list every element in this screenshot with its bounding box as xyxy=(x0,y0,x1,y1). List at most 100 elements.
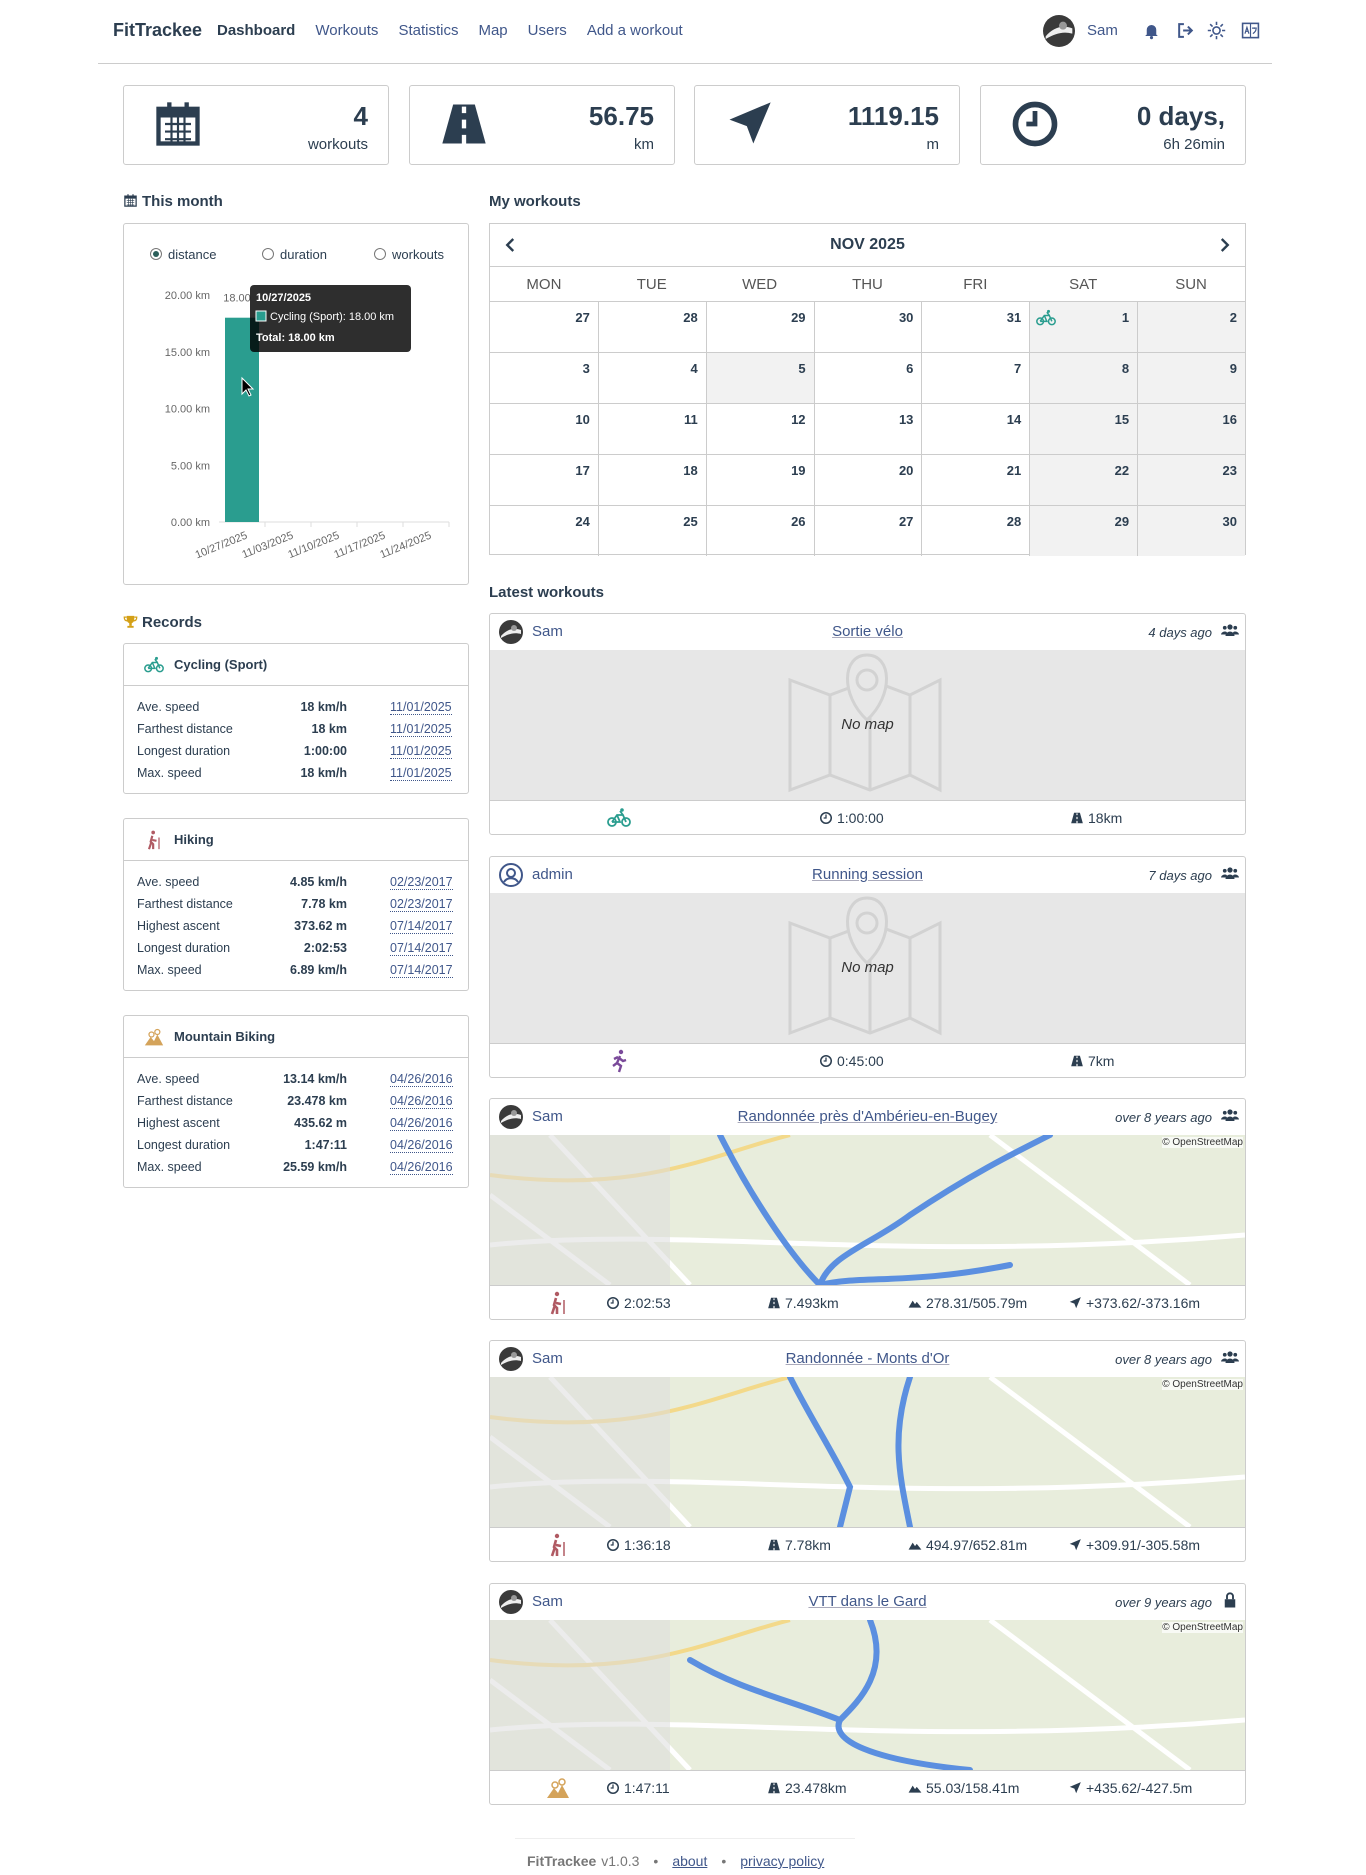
record-date[interactable]: 07/14/2017 xyxy=(390,941,453,956)
nav-link[interactable]: Workouts xyxy=(315,22,379,39)
record-date[interactable]: 04/26/2016 xyxy=(390,1094,453,1109)
user-avatar[interactable] xyxy=(499,1105,523,1129)
section-title: Records xyxy=(142,614,203,631)
visibility-icon xyxy=(1224,1592,1236,1608)
workout-stat: 1:36:18 xyxy=(624,1537,671,1553)
stat-icon xyxy=(768,1297,780,1309)
icon-part xyxy=(1183,25,1194,36)
icon-part xyxy=(908,1785,922,1793)
x-tick-label: 11/10/2025 xyxy=(286,530,341,561)
icon-part xyxy=(147,658,161,670)
record-date[interactable]: 04/26/2016 xyxy=(390,1116,453,1131)
workout-title[interactable]: Running session xyxy=(812,866,923,883)
nav-link[interactable]: Statistics xyxy=(398,22,459,39)
radio[interactable] xyxy=(374,248,386,260)
workout-title[interactable]: Randonnée près d'Ambérieu-en-Bugey xyxy=(737,1108,998,1125)
icon-part xyxy=(1233,625,1238,630)
record-value: 23.478 km xyxy=(287,1094,347,1108)
day-number: 12 xyxy=(791,412,806,427)
footer-brand: FitTrackee xyxy=(527,1853,597,1869)
footer-link[interactable]: privacy policy xyxy=(740,1853,825,1869)
calendar-day: 11 xyxy=(597,403,706,454)
prev-month[interactable] xyxy=(502,236,520,254)
x-tick-label: 10/27/2025 xyxy=(194,530,250,562)
tooltip-title: 10/27/2025 xyxy=(256,292,311,304)
nav-user[interactable]: Sam xyxy=(1087,22,1118,39)
tooltip-item: Cycling (Sport): 18.00 km xyxy=(270,311,394,323)
workout-user[interactable]: Sam xyxy=(532,1350,563,1367)
nav-icon[interactable] xyxy=(1176,21,1195,40)
icon-part xyxy=(551,1781,559,1789)
radio[interactable] xyxy=(150,248,162,260)
day-number: 18 xyxy=(683,463,698,478)
nav-icon[interactable] xyxy=(1142,21,1161,40)
user-avatar[interactable] xyxy=(499,620,523,644)
workout-stat: 7.493km xyxy=(785,1295,839,1311)
workout-user[interactable]: Sam xyxy=(532,623,563,640)
user-avatar[interactable] xyxy=(499,1347,523,1371)
stat-icon xyxy=(156,102,200,146)
workout-user[interactable]: admin xyxy=(532,866,573,883)
nav-link[interactable]: Dashboard xyxy=(217,22,296,39)
nav-link[interactable]: Map xyxy=(478,22,508,39)
no-map: No map xyxy=(841,959,894,976)
radio[interactable] xyxy=(262,248,274,260)
nav-icon[interactable] xyxy=(1241,21,1260,40)
section-title: This month xyxy=(142,193,223,210)
radio-label[interactable]: workouts xyxy=(392,247,445,262)
workout-title[interactable]: Randonnée - Monts d'Or xyxy=(785,1350,950,1367)
record-date[interactable]: 07/14/2017 xyxy=(390,919,453,934)
icon-part xyxy=(127,194,129,198)
radio-label[interactable]: distance xyxy=(168,247,217,262)
record-date[interactable]: 02/23/2017 xyxy=(390,897,453,912)
calendar-workout[interactable] xyxy=(1036,308,1057,328)
icon-part xyxy=(1225,1116,1235,1121)
record-date[interactable]: 04/26/2016 xyxy=(390,1138,453,1153)
calendar-day: 3 xyxy=(490,352,598,403)
footer-version: v1.0.3 xyxy=(601,1853,640,1869)
weekday: SUN xyxy=(1175,276,1207,293)
icon-part xyxy=(547,1785,569,1798)
calendar-day: 7 xyxy=(921,352,1030,403)
icon-part xyxy=(184,102,189,114)
calendar-day: 29 xyxy=(1029,505,1138,556)
user-avatar[interactable] xyxy=(499,1590,523,1614)
record-value: 373.62 m xyxy=(294,919,347,933)
nav-link[interactable]: Users xyxy=(527,22,567,39)
brand[interactable]: FitTrackee xyxy=(113,20,203,40)
icon-part xyxy=(610,1299,614,1304)
record-date[interactable]: 11/01/2025 xyxy=(390,766,452,781)
icon-part xyxy=(687,1620,973,1770)
footer-link[interactable]: about xyxy=(672,1853,708,1869)
day-number: 1 xyxy=(1121,310,1130,325)
calendar-day: 19 xyxy=(705,454,814,505)
nav-icon[interactable] xyxy=(1207,21,1226,40)
workout-title[interactable]: Sortie vélo xyxy=(832,623,903,640)
workout-title[interactable]: VTT dans le Gard xyxy=(808,1593,927,1610)
user-avatar[interactable] xyxy=(499,863,523,887)
record-date[interactable]: 11/01/2025 xyxy=(390,700,452,715)
icon-part xyxy=(503,877,519,883)
radio-label[interactable]: duration xyxy=(280,247,327,262)
y-tick-label: 0.00 km xyxy=(171,517,210,529)
day-number: 16 xyxy=(1222,412,1237,427)
stat-unit: 6h 26min xyxy=(1163,136,1225,153)
record-date[interactable]: 11/01/2025 xyxy=(390,744,452,759)
next-month[interactable] xyxy=(1215,236,1233,254)
icon-part xyxy=(1069,1539,1081,1551)
record-date[interactable]: 07/14/2017 xyxy=(390,963,453,978)
record-date[interactable]: 04/26/2016 xyxy=(390,1072,453,1087)
record-date[interactable]: 04/26/2016 xyxy=(390,1160,453,1175)
workout-user[interactable]: Sam xyxy=(532,1108,563,1125)
icon-part xyxy=(1227,624,1233,630)
day-number: 22 xyxy=(1114,463,1130,478)
icon-part xyxy=(1225,874,1235,879)
workout-stat: 7km xyxy=(1088,1053,1115,1069)
record-value: 25.59 km/h xyxy=(283,1160,347,1174)
workout-user[interactable]: Sam xyxy=(532,1593,563,1610)
nav-link[interactable]: Add a workout xyxy=(586,22,683,39)
record-date[interactable]: 11/01/2025 xyxy=(390,722,452,737)
record-date[interactable]: 02/23/2017 xyxy=(390,875,453,890)
icon-part xyxy=(1222,868,1227,873)
user-avatar[interactable] xyxy=(1043,15,1075,47)
